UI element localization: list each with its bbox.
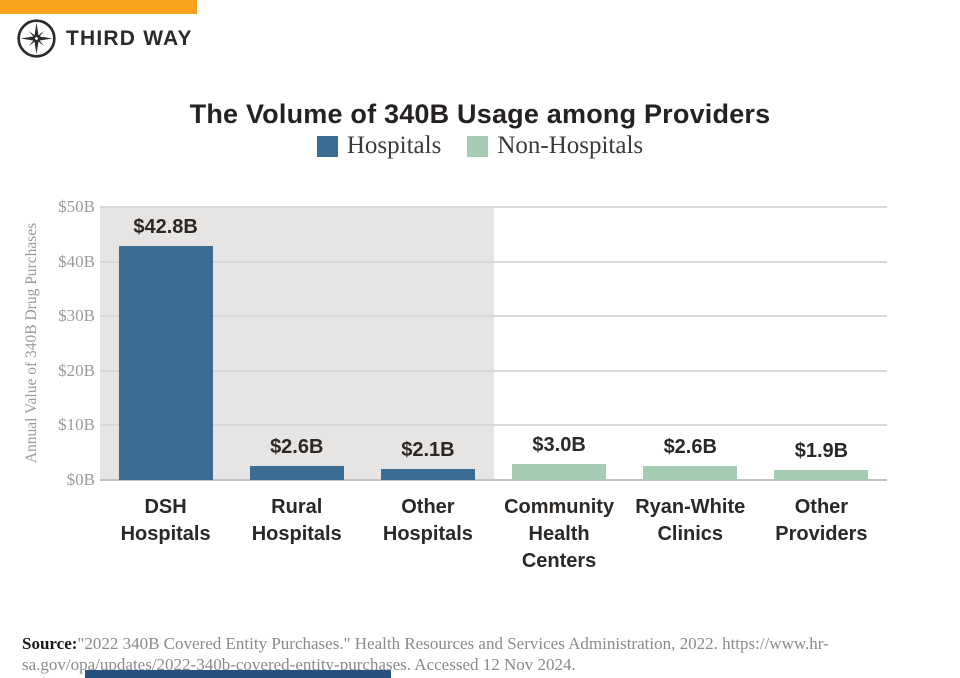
gridline [100, 206, 887, 208]
bar-value-label: $42.8B [133, 216, 198, 239]
plot-area: $42.8B $2.6B $2.1B $3.0B $2.6B $1.9B [100, 206, 887, 481]
category-label: Other Hospitals [382, 496, 473, 545]
bar-rural-hospitals [249, 465, 344, 480]
bar-community-health-centers [512, 463, 607, 480]
bar-value-label: $2.1B [401, 438, 455, 461]
bar-dsh-hospitals [118, 246, 213, 480]
bar-value-label: $3.0B [532, 433, 586, 456]
bar-value-label: $1.9B [794, 439, 849, 462]
bar-ryan-white-clinics [643, 465, 738, 480]
gridline [100, 424, 887, 427]
y-tick-label: $40B [58, 251, 95, 271]
source-line2: sa.gov/opa/updates/2022-340b-covered-ent… [22, 655, 576, 674]
source-label: Source: [22, 634, 78, 653]
y-tick-label: $0B [66, 470, 95, 489]
source-line1: "2022 340B Covered Entity Purchases." He… [77, 634, 829, 653]
category-label: DSH Hospitals [120, 496, 211, 545]
category-label: Community Health Centers [504, 496, 615, 572]
x-axis-line [100, 479, 887, 481]
gridline [100, 369, 887, 372]
y-tick-label: $10B [58, 415, 95, 435]
footer-accent-bar [85, 670, 391, 678]
bar-value-label: $2.6B [270, 435, 324, 458]
legend-label: Hospitals [346, 132, 442, 159]
legend-item-hospitals: Hospitals [316, 132, 442, 160]
legend-swatch-hospitals [316, 135, 338, 157]
brand-lockup: THIRD WAY [16, 18, 193, 59]
bar-other-providers [774, 469, 869, 480]
chart-title: The Volume of 340B Usage among Providers [189, 99, 771, 130]
bar-other-hospitals [380, 468, 475, 480]
y-tick-label: $30B [58, 306, 95, 326]
legend-swatch-non-hospitals [467, 135, 489, 157]
source-note: Source:"2022 340B Covered Entity Purchas… [22, 633, 942, 675]
category-label: Rural Hospitals [251, 496, 342, 545]
brand-topbar [0, 0, 197, 14]
legend-label: Non-Hospitals [497, 132, 644, 159]
category-label: Other Providers [775, 496, 868, 545]
gridline [100, 260, 887, 263]
chart-legend: Hospitals Non-Hospitals [0, 132, 960, 160]
bar-value-label: $2.6B [663, 435, 717, 458]
compass-star-icon [17, 19, 56, 58]
gridline [100, 315, 887, 318]
y-tick-label: $20B [58, 360, 95, 380]
legend-item-non-hospitals: Non-Hospitals [467, 132, 643, 160]
y-tick-label: $50B [58, 197, 95, 216]
category-label: Ryan-White Clinics [635, 496, 746, 545]
brand-name: THIRD WAY [66, 26, 193, 50]
